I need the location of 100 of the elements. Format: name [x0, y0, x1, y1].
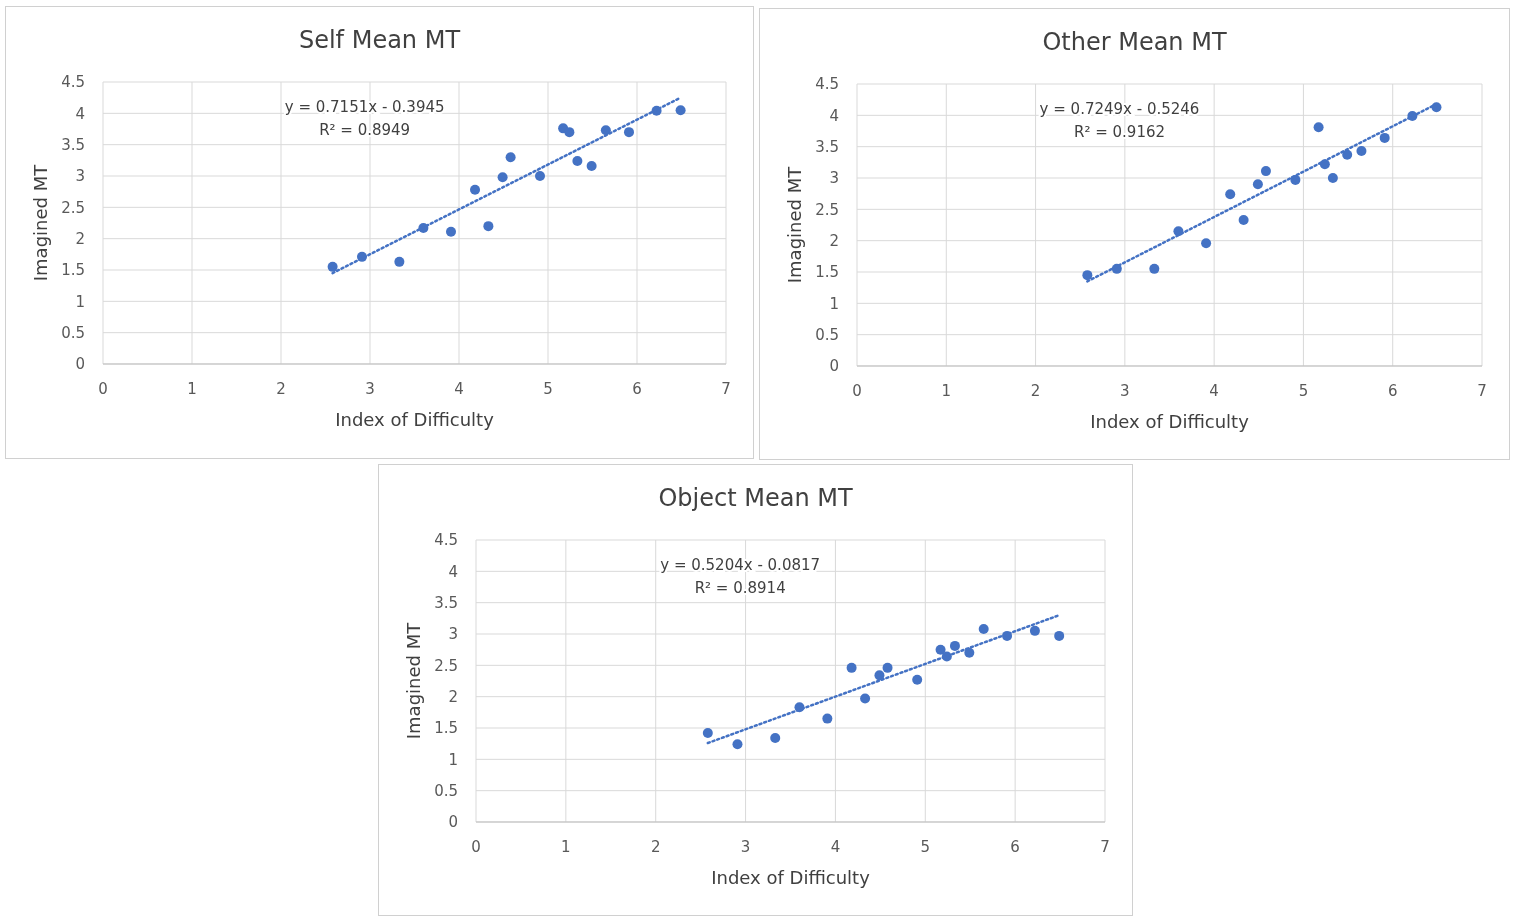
- x-tick-label: 3: [1120, 382, 1130, 400]
- y-tick-label: 4.5: [61, 73, 85, 92]
- y-axis-title: Imagined MT: [30, 163, 51, 282]
- point: [949, 640, 960, 651]
- point: [702, 728, 713, 739]
- point: [534, 171, 545, 181]
- y-tick-label: 2.5: [61, 198, 85, 217]
- annotation: y = 0.7249x - 0.5246: [1039, 100, 1200, 118]
- point: [1149, 263, 1160, 274]
- x-tick-label: 5: [1298, 382, 1309, 400]
- y-tick-label: 1.5: [434, 719, 458, 738]
- point: [445, 226, 456, 237]
- point: [912, 674, 923, 685]
- point: [675, 105, 686, 116]
- point: [874, 670, 885, 681]
- x-tick-label: 6: [632, 380, 642, 398]
- point: [1252, 179, 1263, 190]
- point: [623, 127, 634, 138]
- y-tick-label: 3: [448, 625, 458, 644]
- x-tick-label: 3: [365, 380, 375, 398]
- y-tick-label: 2: [448, 687, 458, 706]
- x-tick-label: 1: [941, 382, 952, 400]
- annotation: y = 0.7151x - 0.3945: [284, 98, 445, 116]
- point: [1260, 166, 1271, 177]
- y-tick-label: 2: [829, 231, 839, 250]
- point: [505, 152, 516, 163]
- point: [1356, 146, 1367, 157]
- point: [327, 261, 338, 272]
- x-tick-label: 0: [98, 380, 108, 398]
- y-axis-title: Imagined MT: [403, 621, 424, 740]
- point: [978, 623, 989, 634]
- point: [860, 693, 871, 704]
- y-tick-label: 1.5: [815, 263, 839, 282]
- y-tick-label: 0.5: [61, 323, 85, 342]
- x-axis-title: Index of Difficulty: [711, 867, 871, 888]
- x-tick-label: 2: [276, 380, 286, 398]
- annotation: R² = 0.8914: [694, 579, 786, 597]
- x-axis-title: Index of Difficulty: [335, 409, 495, 430]
- annotation: y = 0.5204x - 0.0817: [660, 556, 821, 574]
- point: [882, 662, 893, 673]
- y-tick-label: 2.5: [815, 200, 839, 219]
- point: [732, 739, 743, 750]
- y-tick-label: 3.5: [815, 137, 839, 156]
- y-tick-label: 4.5: [815, 75, 839, 94]
- x-tick-label: 3: [740, 838, 751, 856]
- point: [564, 127, 575, 138]
- chart-title: Self Mean MT: [298, 26, 461, 54]
- y-tick-label: 4: [448, 562, 458, 581]
- point: [1313, 122, 1324, 133]
- y-tick-label: 0.5: [815, 325, 839, 344]
- y-tick-label: 0: [448, 813, 458, 832]
- x-tick-label: 6: [1387, 382, 1398, 400]
- x-tick-label: 4: [1209, 382, 1219, 400]
- x-tick-label: 6: [1010, 838, 1020, 856]
- x-tick-label: 5: [920, 838, 931, 856]
- point: [1054, 630, 1065, 641]
- y-tick-label: 0: [75, 355, 85, 374]
- point: [470, 184, 481, 195]
- y-tick-label: 1: [829, 294, 839, 313]
- chart-title: Other Mean MT: [1042, 28, 1227, 56]
- x-tick-label: 7: [721, 380, 731, 398]
- x-tick-label: 7: [1100, 838, 1110, 856]
- x-tick-label: 0: [852, 382, 862, 400]
- x-tick-label: 2: [1030, 382, 1041, 400]
- y-tick-label: 3: [829, 169, 839, 188]
- x-tick-label: 7: [1477, 382, 1487, 400]
- point: [1082, 270, 1093, 281]
- point: [1238, 214, 1249, 225]
- point: [846, 662, 857, 673]
- y-tick-label: 1: [75, 292, 85, 311]
- x-axis-title: Index of Difficulty: [1090, 411, 1250, 432]
- point: [1327, 173, 1338, 183]
- x-tick-label: 0: [471, 838, 481, 856]
- point: [483, 221, 494, 232]
- annotation: R² = 0.9162: [1073, 123, 1166, 141]
- point: [497, 172, 508, 183]
- y-tick-label: 4.5: [434, 531, 458, 550]
- point: [1201, 238, 1212, 249]
- point: [1225, 189, 1236, 200]
- point: [572, 155, 583, 166]
- y-tick-label: 4: [75, 104, 85, 123]
- y-tick-label: 3.5: [434, 593, 458, 612]
- point: [586, 160, 597, 171]
- point: [770, 733, 781, 744]
- y-tick-label: 2: [75, 229, 85, 248]
- x-tick-label: 2: [650, 838, 661, 856]
- y-tick-label: 3.5: [61, 135, 85, 154]
- point: [964, 647, 975, 658]
- y-tick-label: 2.5: [434, 656, 458, 675]
- y-tick-label: 0: [829, 357, 839, 376]
- x-tick-label: 1: [561, 838, 571, 856]
- point: [822, 713, 833, 724]
- y-tick-label: 0.5: [434, 781, 458, 800]
- x-tick-label: 1: [187, 380, 197, 398]
- y-tick-label: 4: [829, 106, 839, 125]
- annotation: R² = 0.8949: [319, 121, 411, 139]
- point: [1029, 625, 1040, 636]
- y-axis-title: Imagined MT: [784, 165, 805, 284]
- x-tick-label: 5: [543, 380, 553, 398]
- point: [1342, 149, 1353, 160]
